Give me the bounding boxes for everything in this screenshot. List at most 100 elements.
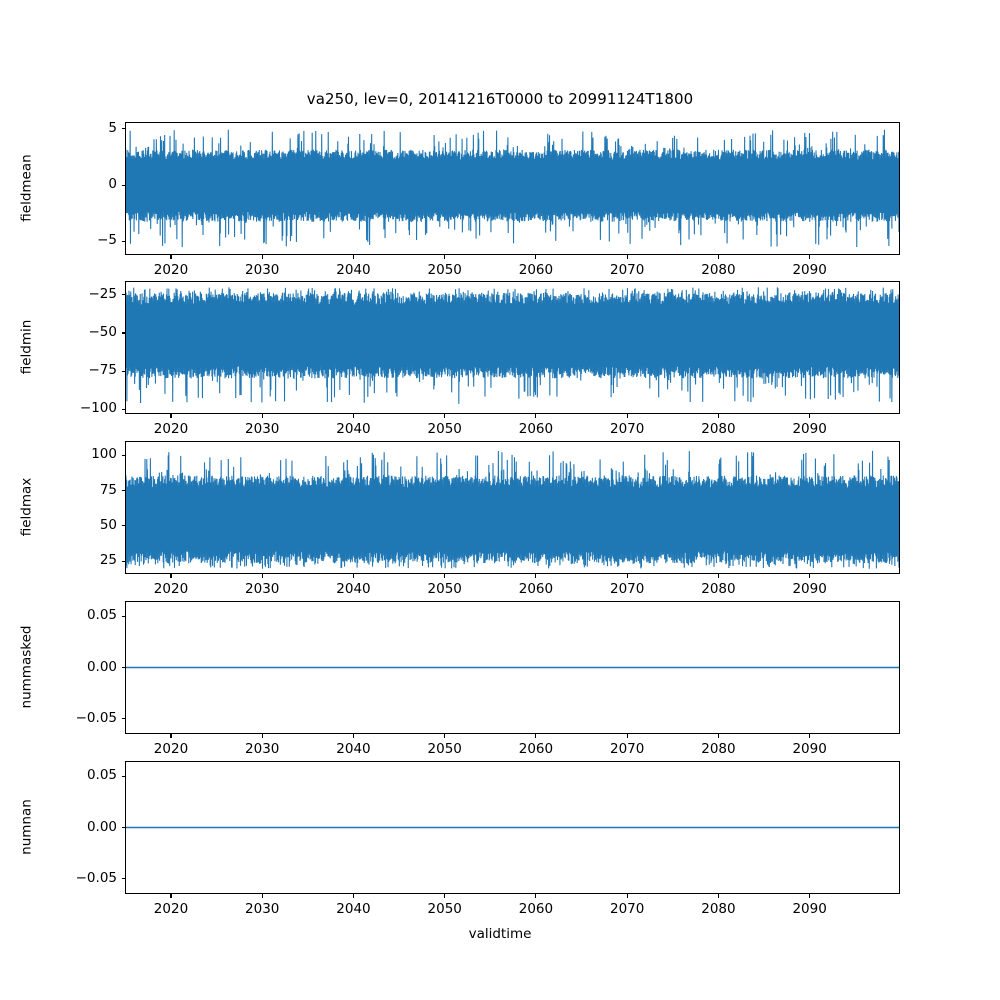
x-tickmark bbox=[170, 894, 172, 898]
x-tickmark bbox=[809, 574, 811, 578]
x-tickmark bbox=[352, 414, 354, 418]
x-tick-label: 2040 bbox=[336, 581, 371, 597]
x-tick-label: 2090 bbox=[792, 421, 827, 437]
x-tick-label: 2060 bbox=[518, 741, 554, 757]
x-tickmark bbox=[535, 894, 537, 898]
x-tickmark bbox=[444, 734, 446, 738]
x-tick-label: 2020 bbox=[153, 581, 189, 597]
x-tick-label: 2070 bbox=[610, 421, 645, 437]
x-tick-label: 2080 bbox=[701, 741, 736, 757]
subplot-fieldmax bbox=[125, 441, 900, 574]
x-tick-label: 2050 bbox=[427, 262, 462, 278]
subplot-numnan bbox=[125, 761, 900, 894]
x-tickmark bbox=[626, 894, 628, 898]
y-tickmark bbox=[121, 128, 125, 130]
x-tick-label: 2020 bbox=[153, 421, 189, 437]
y-tick-label: 0 bbox=[108, 176, 117, 193]
x-tick-label: 2060 bbox=[518, 421, 554, 437]
subplot-nummasked bbox=[125, 601, 900, 734]
x-tick-label: 2040 bbox=[336, 262, 371, 278]
x-tickmark bbox=[170, 734, 172, 738]
x-tickmark bbox=[352, 255, 354, 259]
x-tickmark bbox=[809, 734, 811, 738]
x-tickmark bbox=[717, 894, 719, 898]
x-tick-label: 2020 bbox=[153, 901, 189, 917]
y-tickmark bbox=[121, 666, 125, 669]
series-fieldmax bbox=[126, 451, 899, 569]
y-tickmark bbox=[121, 370, 125, 372]
subplot-fieldmin bbox=[125, 281, 900, 414]
x-tickmark bbox=[535, 414, 537, 418]
y-tickmark bbox=[121, 294, 125, 296]
x-tickmark bbox=[717, 255, 719, 259]
y-axis-label-numnan: numnan bbox=[18, 798, 34, 855]
y-tickmark bbox=[121, 560, 125, 562]
x-tickmark bbox=[809, 255, 811, 259]
x-tickmark bbox=[626, 574, 628, 578]
x-tick-label: 2090 bbox=[792, 901, 827, 917]
y-tick-label: 5 bbox=[108, 119, 117, 136]
x-tickmark bbox=[535, 255, 537, 259]
x-tick-label: 2080 bbox=[701, 262, 736, 278]
y-tick-label: −100 bbox=[79, 400, 117, 417]
x-tick-label: 2040 bbox=[336, 741, 371, 757]
x-tickmark bbox=[626, 255, 628, 259]
y-tick-label: 75 bbox=[99, 481, 117, 498]
x-tick-label: 2080 bbox=[701, 581, 736, 597]
y-tickmark bbox=[121, 525, 125, 527]
x-tick-label: 2070 bbox=[610, 581, 645, 597]
x-tick-label: 2060 bbox=[518, 901, 554, 917]
y-tick-label: 25 bbox=[99, 552, 117, 569]
x-tick-label: 2090 bbox=[792, 262, 827, 278]
x-tickmark bbox=[261, 414, 263, 418]
x-tickmark bbox=[809, 414, 811, 418]
y-tickmark bbox=[121, 878, 125, 880]
x-tick-label: 2050 bbox=[427, 901, 462, 917]
y-tick-label: −75 bbox=[88, 362, 118, 379]
y-tick-label: −5 bbox=[97, 232, 117, 249]
y-tick-label: −0.05 bbox=[75, 709, 117, 726]
figure-title: va250, lev=0, 20141216T0000 to 20991124T… bbox=[306, 90, 694, 108]
x-tick-label: 2040 bbox=[336, 421, 371, 437]
x-tick-label: 2050 bbox=[427, 581, 462, 597]
y-tick-label: 0.00 bbox=[86, 658, 117, 675]
x-tickmark bbox=[352, 734, 354, 738]
x-tick-label: 2040 bbox=[336, 901, 371, 917]
x-tick-label: 2080 bbox=[701, 421, 736, 437]
x-tickmark bbox=[717, 414, 719, 418]
y-tickmark bbox=[121, 775, 125, 777]
y-tick-label: 100 bbox=[91, 446, 117, 463]
x-tickmark bbox=[717, 734, 719, 738]
y-tickmark bbox=[121, 454, 125, 456]
x-tick-label: 2030 bbox=[245, 262, 280, 278]
x-tickmark bbox=[352, 574, 354, 578]
x-tickmark bbox=[261, 574, 263, 578]
x-tickmark bbox=[352, 894, 354, 898]
x-tickmark bbox=[626, 414, 628, 418]
x-tick-label: 2070 bbox=[610, 741, 645, 757]
y-tickmark bbox=[121, 826, 125, 829]
y-tickmark bbox=[121, 718, 125, 720]
x-tick-label: 2020 bbox=[153, 262, 189, 278]
x-tickmark bbox=[626, 734, 628, 738]
x-tick-label: 2060 bbox=[518, 581, 554, 597]
x-tick-label: 2070 bbox=[610, 901, 645, 917]
y-tickmark bbox=[121, 408, 125, 410]
x-tick-label: 2050 bbox=[427, 741, 462, 757]
x-tickmark bbox=[444, 574, 446, 578]
x-axis-label: validtime bbox=[468, 926, 532, 942]
x-tickmark bbox=[535, 574, 537, 578]
x-tickmark bbox=[444, 255, 446, 259]
x-tickmark bbox=[444, 894, 446, 898]
x-tickmark bbox=[170, 255, 172, 259]
y-tick-label: −50 bbox=[88, 323, 118, 340]
x-tickmark bbox=[809, 894, 811, 898]
y-tick-label: 0.05 bbox=[86, 607, 117, 624]
x-tick-label: 2030 bbox=[245, 581, 280, 597]
y-tick-label: 0.00 bbox=[86, 818, 117, 835]
y-tickmark bbox=[121, 332, 125, 334]
y-tickmark bbox=[121, 615, 125, 617]
x-tickmark bbox=[170, 414, 172, 418]
y-tickmark bbox=[121, 184, 125, 186]
